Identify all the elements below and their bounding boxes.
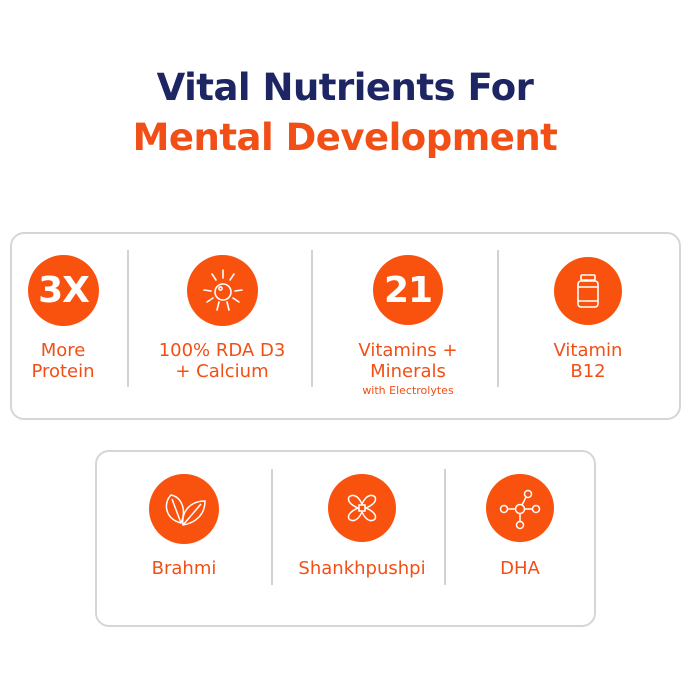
divider [497, 250, 499, 387]
divider [311, 250, 313, 387]
sun-icon [187, 255, 258, 326]
divider [127, 250, 129, 387]
bottle-icon [554, 257, 622, 325]
divider [271, 469, 273, 585]
label-shankhpushpi: Shankhpushpi [298, 558, 426, 579]
title-line-2: Mental Development [132, 116, 558, 159]
label-dha: DHA [500, 558, 540, 579]
flower-icon [328, 474, 396, 542]
title-line-1: Vital Nutrients For [156, 66, 534, 109]
molecule-icon [486, 474, 554, 542]
protein-3x-icon: 3X [28, 255, 99, 326]
label-vitamins-minerals: Vitamins + Minerals [358, 340, 458, 382]
label-with-electrolytes: with Electrolytes [362, 384, 454, 397]
label-more-protein: More Protein [31, 340, 95, 382]
label-brahmi: Brahmi [151, 558, 217, 579]
count-21-icon: 21 [373, 255, 443, 325]
label-vitamin-b12: Vitamin B12 [553, 340, 623, 382]
label-rda-d3: 100% RDA D3 + Calcium [158, 340, 286, 382]
leaves-icon [149, 474, 219, 544]
divider [444, 469, 446, 585]
